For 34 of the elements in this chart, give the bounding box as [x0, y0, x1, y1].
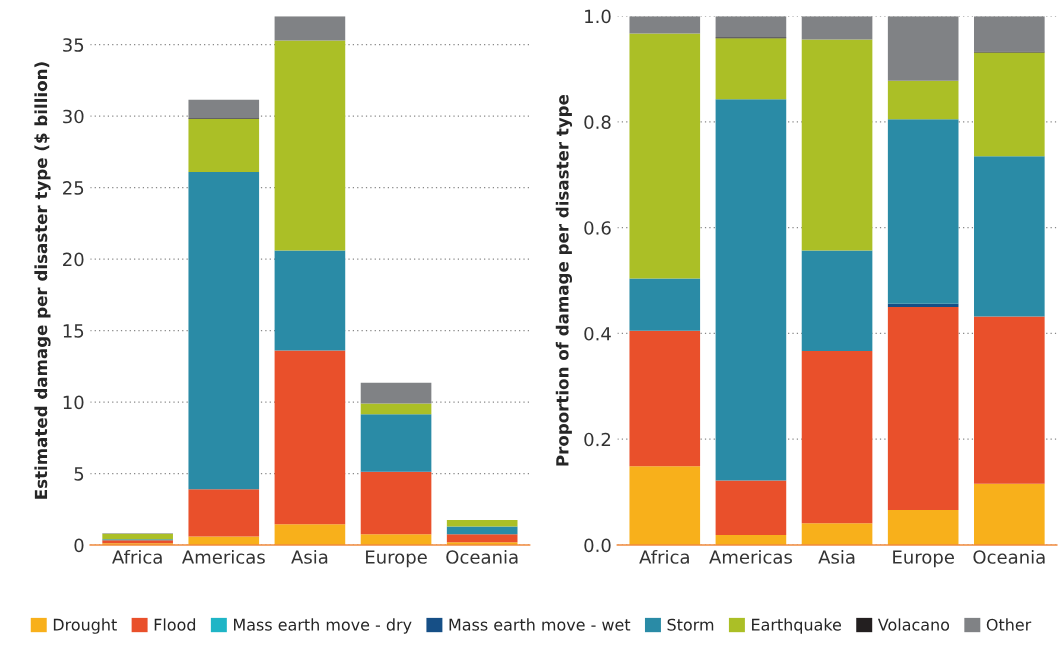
y-tick-label: 0.8 — [584, 115, 611, 130]
y-tick-label: 15 — [63, 324, 84, 338]
y-tick-label: 35 — [63, 38, 84, 52]
x-tick-label: Asia — [818, 549, 855, 564]
x-tick-label: Asia — [291, 549, 328, 564]
x-tick-label: Africa — [112, 549, 162, 564]
x-tick-label: Oceania — [973, 549, 1045, 564]
y-tick-label: 10 — [63, 395, 84, 410]
y-tick-label: 0.4 — [584, 326, 611, 341]
y-axis-title: Proportion of damage per disaster type — [555, 94, 573, 466]
x-tick-label: Europe — [366, 550, 427, 568]
legend-label: Other — [986, 618, 1032, 631]
y-tick-label: 0.2 — [584, 432, 611, 447]
x-tick-label: Americas — [181, 549, 265, 564]
legend-label: Drought — [53, 618, 117, 634]
y-axis-title: Estimated damage per disaster type ($ billion) — [34, 62, 51, 499]
y-tick-label: 20 — [63, 252, 84, 267]
legend-label: Mass earth move - dry — [234, 618, 412, 634]
legend-label: Storm — [667, 618, 714, 631]
legend-label: Volacano — [877, 618, 950, 631]
x-tick-label: Americas — [709, 549, 792, 564]
y-tick-label: 1.0 — [585, 9, 611, 24]
legend-label: Mass earth move - wet — [449, 618, 631, 631]
y-tick-label: 0.6 — [584, 221, 611, 235]
y-tick-label: 0.0 — [584, 538, 611, 553]
x-tick-label: Africa — [639, 549, 689, 564]
y-tick-label: 30 — [63, 109, 84, 124]
legend-label: Flood — [154, 618, 196, 631]
x-tick-label: Oceania — [446, 549, 518, 564]
x-tick-label: Europe — [893, 550, 954, 568]
y-tick-label: 5 — [74, 467, 84, 481]
y-tick-label: 0 — [74, 538, 84, 553]
legend-label: Earthquake — [752, 618, 842, 634]
y-tick-label: 25 — [63, 181, 84, 195]
